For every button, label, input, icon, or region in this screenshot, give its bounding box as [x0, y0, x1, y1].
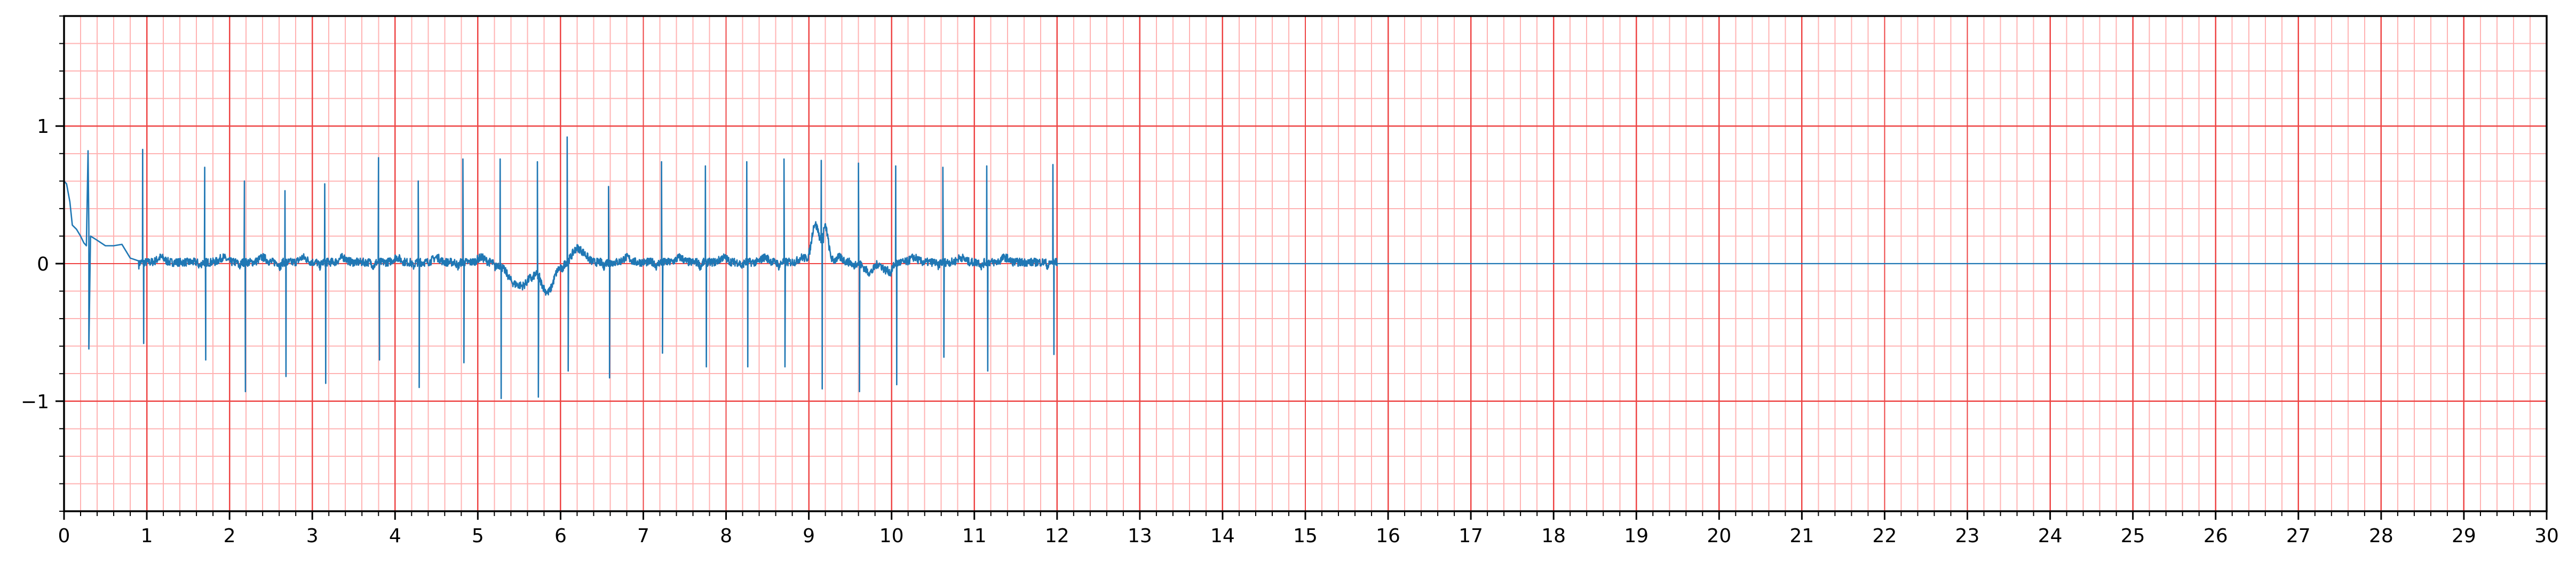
- x-tick-label: 17: [1459, 525, 1483, 547]
- x-tick-label: 25: [2121, 525, 2145, 547]
- x-tick-label: 21: [1789, 525, 1814, 547]
- signal-series: [63, 136, 2547, 399]
- x-tick-label: 9: [803, 525, 815, 547]
- x-tick-label: 10: [879, 525, 904, 547]
- x-tick-label: 3: [306, 525, 319, 547]
- x-tick-label: 26: [2204, 525, 2228, 547]
- x-tick-label: 0: [58, 525, 70, 547]
- x-tick-label: 1: [141, 525, 153, 547]
- y-tick-label: 0: [37, 253, 49, 275]
- x-tick-label: 29: [2452, 525, 2476, 547]
- x-tick-label: 23: [1955, 525, 1980, 547]
- x-tick-label: 20: [1707, 525, 1731, 547]
- x-tick-label: 14: [1210, 525, 1235, 547]
- x-tick-label: 12: [1045, 525, 1069, 547]
- x-axis: 0 1 2 3 4 5 6 7 8 9 10 11 12 13 14 15 16 17 18 19 20 21 22 23 24…: [58, 511, 2559, 547]
- x-tick-label: 19: [1624, 525, 1648, 547]
- x-tick-label: 13: [1128, 525, 1152, 547]
- x-tick-label: 27: [2286, 525, 2311, 547]
- x-tick-label: 24: [2038, 525, 2063, 547]
- x-tick-label: 5: [472, 525, 484, 547]
- x-tick-label: 22: [1873, 525, 1897, 547]
- x-tick-label: 2: [224, 525, 236, 547]
- x-tick-label: 15: [1293, 525, 1318, 547]
- x-tick-label: 30: [2534, 525, 2559, 547]
- ecg-signal-trace: [63, 136, 1058, 399]
- y-tick-label: −1: [21, 391, 49, 413]
- x-tick-label: 11: [962, 525, 987, 547]
- x-tick-label: 18: [1541, 525, 1566, 547]
- x-tick-label: 16: [1376, 525, 1400, 547]
- x-tick-label: 4: [389, 525, 401, 547]
- y-axis: −1 0 1: [21, 15, 64, 512]
- x-tick-label: 6: [554, 525, 567, 547]
- x-tick-label: 8: [720, 525, 732, 547]
- x-tick-label: 28: [2369, 525, 2393, 547]
- x-tick-label: 7: [637, 525, 649, 547]
- y-tick-label: 1: [37, 116, 49, 138]
